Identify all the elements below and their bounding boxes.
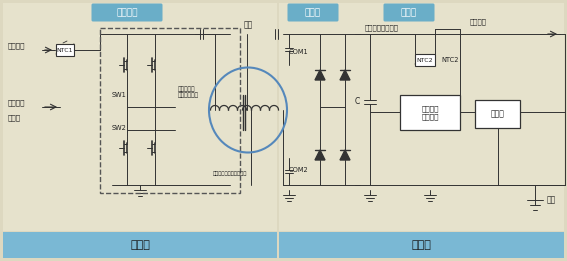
FancyBboxPatch shape [383, 3, 434, 21]
Bar [279, 3, 564, 231]
Text: 单片机: 单片机 [8, 115, 21, 121]
Text: C: C [355, 98, 360, 106]
Text: 发射端: 发射端 [130, 240, 150, 250]
Bar [279, 232, 564, 258]
Text: 线圈: 线圈 [243, 21, 253, 29]
Bar [3, 232, 277, 258]
Polygon shape [315, 150, 325, 160]
Text: 动态调整输出电压: 动态调整输出电压 [365, 25, 399, 31]
Text: 接收端电感电容谐振振路: 接收端电感电容谐振振路 [213, 170, 247, 175]
Text: COM2: COM2 [289, 167, 309, 173]
Text: NTC2: NTC2 [441, 57, 459, 63]
Text: 接收端: 接收端 [411, 240, 431, 250]
Text: 低压差线
性稳压器: 低压差线 性稳压器 [421, 105, 439, 120]
Text: 充电器: 充电器 [490, 110, 505, 118]
Polygon shape [340, 70, 350, 80]
Text: 输入电压: 输入电压 [8, 43, 26, 49]
Text: COM1: COM1 [289, 49, 308, 55]
Text: 整流桥: 整流桥 [305, 8, 321, 17]
FancyBboxPatch shape [287, 3, 338, 21]
Bar [475, 100, 520, 128]
Bar [415, 54, 435, 66]
Bar [3, 3, 277, 231]
Bar [100, 28, 240, 193]
Bar [400, 95, 460, 130]
Bar [56, 44, 74, 56]
Text: 输出电压: 输出电压 [470, 19, 487, 25]
Text: NTC1: NTC1 [57, 48, 73, 52]
Text: SW1: SW1 [112, 92, 127, 98]
Polygon shape [340, 150, 350, 160]
Text: SW2: SW2 [112, 125, 127, 131]
Text: 电源全桥: 电源全桥 [116, 8, 138, 17]
FancyBboxPatch shape [91, 3, 163, 21]
Text: 单片机: 单片机 [401, 8, 417, 17]
Text: 脉宽调变: 脉宽调变 [8, 100, 26, 106]
Polygon shape [315, 70, 325, 80]
Text: 发射端电感
电容谐振电路: 发射端电感 电容谐振电路 [178, 86, 199, 98]
Text: 电池: 电池 [547, 195, 556, 205]
Text: NTC2: NTC2 [417, 57, 433, 62]
